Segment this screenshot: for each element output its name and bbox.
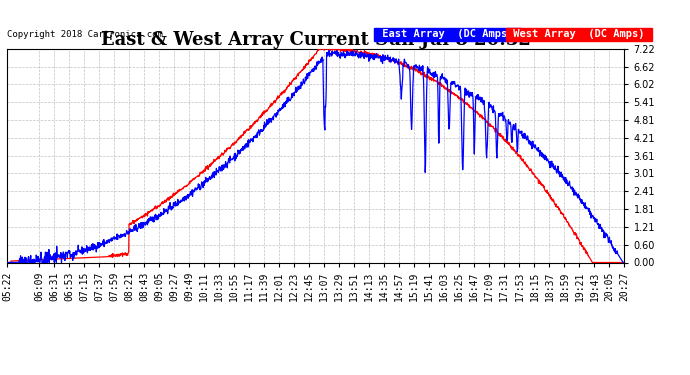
Text: West Array  (DC Amps): West Array (DC Amps): [507, 29, 651, 39]
Text: East Array  (DC Amps): East Array (DC Amps): [376, 29, 520, 39]
Text: Copyright 2018 Cartronics.com: Copyright 2018 Cartronics.com: [7, 30, 163, 39]
Title: East & West Array Current Sun Jul 8 20:32: East & West Array Current Sun Jul 8 20:3…: [101, 31, 531, 49]
